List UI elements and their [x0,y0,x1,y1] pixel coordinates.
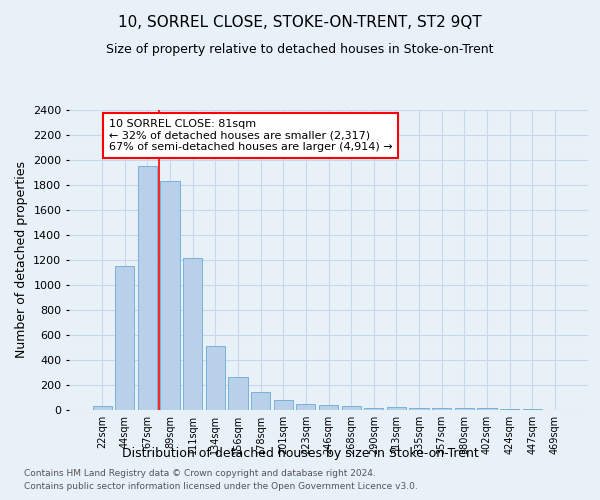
Bar [477,408,497,410]
Bar [115,266,134,410]
Text: Contains HM Land Registry data © Crown copyright and database right 2024.: Contains HM Land Registry data © Crown c… [24,468,376,477]
Text: Distribution of detached houses by size in Stoke-on-Trent: Distribution of detached houses by size … [122,448,478,460]
Text: 10, SORREL CLOSE, STOKE-ON-TRENT, ST2 9QT: 10, SORREL CLOSE, STOKE-ON-TRENT, ST2 9Q… [118,15,482,30]
Bar [183,258,202,410]
Text: 10 SORREL CLOSE: 81sqm
← 32% of detached houses are smaller (2,317)
67% of semi-: 10 SORREL CLOSE: 81sqm ← 32% of detached… [109,118,392,152]
Bar [455,408,474,410]
Bar [296,404,316,410]
Text: Size of property relative to detached houses in Stoke-on-Trent: Size of property relative to detached ho… [106,42,494,56]
Bar [229,377,248,410]
Bar [160,181,180,410]
Bar [92,406,112,410]
Bar [206,346,225,410]
Bar [319,405,338,410]
Bar [364,408,383,410]
Text: Contains public sector information licensed under the Open Government Licence v3: Contains public sector information licen… [24,482,418,491]
Bar [409,408,428,410]
Bar [138,166,157,410]
Bar [341,406,361,410]
Bar [251,392,270,410]
Bar [387,407,406,410]
Bar [274,400,293,410]
Bar [432,408,451,410]
Y-axis label: Number of detached properties: Number of detached properties [14,162,28,358]
